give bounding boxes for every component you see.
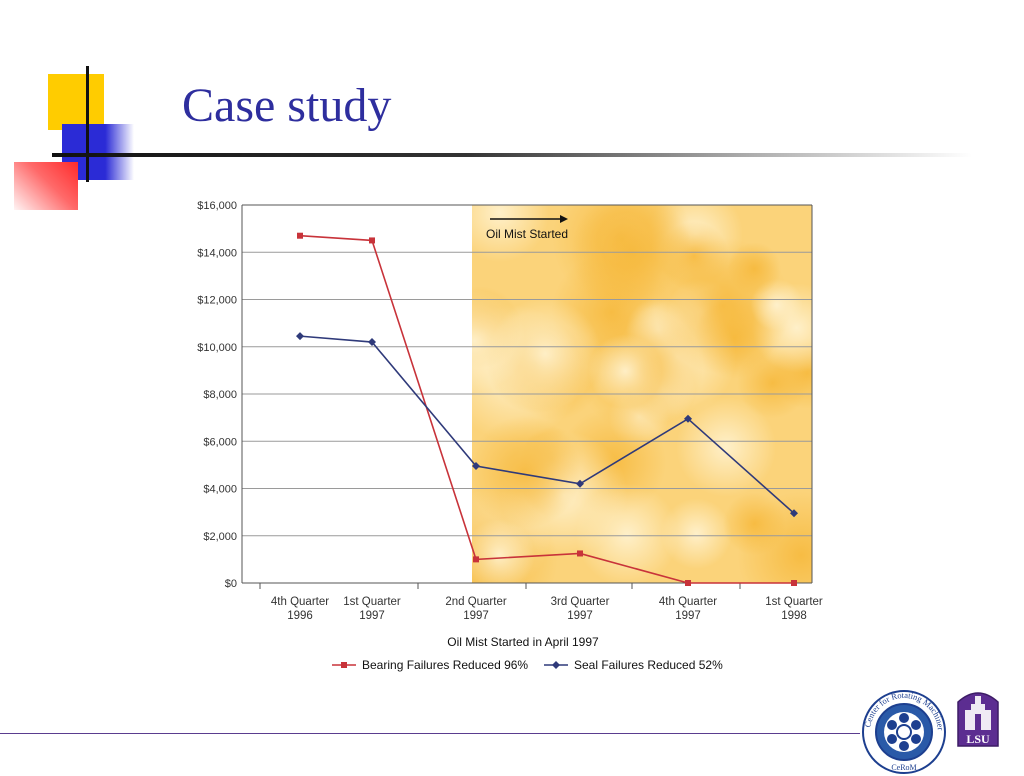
x-axis-title: Oil Mist Started in April 1997 bbox=[447, 635, 599, 649]
x-tick-label: 2nd Quarter 1997 bbox=[445, 596, 507, 622]
y-tick-label: $10,000 bbox=[197, 342, 237, 354]
decor-red-square bbox=[14, 162, 78, 210]
shade-cloud bbox=[722, 492, 787, 556]
legend-label: Bearing Failures Reduced 96% bbox=[362, 658, 528, 672]
shade-cloud bbox=[575, 483, 679, 583]
data-point bbox=[576, 479, 584, 488]
y-tick-label: $0 bbox=[225, 578, 237, 590]
shade-cloud bbox=[727, 242, 782, 296]
shade-cloud bbox=[472, 415, 581, 529]
x-tick-label: 3rd Quarter 1997 bbox=[551, 596, 610, 622]
y-tick-label: $2,000 bbox=[203, 531, 237, 543]
annotation-arrow-head bbox=[560, 215, 568, 223]
data-point bbox=[473, 556, 479, 563]
series-line-2 bbox=[299, 335, 795, 514]
lsu-logo: LSU bbox=[957, 692, 999, 747]
legend-marker bbox=[341, 662, 347, 668]
line-chart: Oil Mist Started $0 $2,000 $4,000 $6,000 $8,… bbox=[197, 200, 823, 672]
legend-marker bbox=[552, 661, 560, 669]
x-tick-label: 1st Quarter 1998 bbox=[765, 596, 823, 622]
x-tick-label: 4th Quarter 1996 bbox=[271, 596, 329, 622]
series-line-1 bbox=[299, 234, 794, 584]
data-point bbox=[790, 509, 798, 518]
slide-title: Case study bbox=[182, 79, 392, 132]
lsu-label: LSU bbox=[966, 732, 990, 746]
data-point bbox=[684, 414, 692, 423]
decor-yellow-square bbox=[48, 74, 104, 130]
y-tick-label: $4,000 bbox=[203, 484, 237, 496]
x-tick-label: 4th Quarter 1997 bbox=[659, 596, 717, 622]
cerom-logo: Center for Rotating Machinery CeRoM bbox=[860, 688, 946, 774]
axis-labels: $0 $2,000 $4,000 $6,000 $8,000 $10,000 $12,000… bbox=[197, 200, 823, 649]
shade-cloud bbox=[472, 289, 526, 393]
annotation-text: Oil Mist Started bbox=[486, 227, 568, 241]
series-lines bbox=[296, 232, 798, 586]
data-point bbox=[368, 338, 376, 347]
data-point bbox=[297, 232, 303, 239]
legend-label: Seal Failures Reduced 52% bbox=[574, 658, 723, 672]
data-point bbox=[577, 550, 583, 557]
axes bbox=[241, 204, 813, 589]
y-tick-label: $8,000 bbox=[203, 389, 237, 401]
y-tick-label: $16,000 bbox=[197, 200, 237, 212]
data-point bbox=[369, 237, 375, 244]
shade-cloud bbox=[676, 397, 777, 497]
x-tick-label: 1st Quarter 1997 bbox=[343, 596, 401, 622]
shade-cloud bbox=[588, 334, 663, 408]
data-point bbox=[472, 462, 480, 471]
legend: Bearing Failures Reduced 96% Seal Failure… bbox=[332, 658, 723, 672]
shade-cloud bbox=[661, 498, 732, 570]
y-tick-label: $14,000 bbox=[197, 247, 237, 259]
data-point bbox=[296, 332, 304, 341]
footer-line bbox=[0, 733, 860, 734]
shade-cloud bbox=[570, 205, 693, 313]
data-point bbox=[791, 580, 797, 586]
annotation: Oil Mist Started bbox=[486, 215, 568, 241]
y-tick-label: $12,000 bbox=[197, 295, 237, 307]
y-tick-label: $6,000 bbox=[203, 436, 237, 448]
oil-mist-shaded-region bbox=[472, 205, 812, 583]
decor-vertical-line bbox=[86, 66, 89, 182]
title-underline bbox=[52, 153, 972, 157]
data-point bbox=[685, 580, 691, 586]
